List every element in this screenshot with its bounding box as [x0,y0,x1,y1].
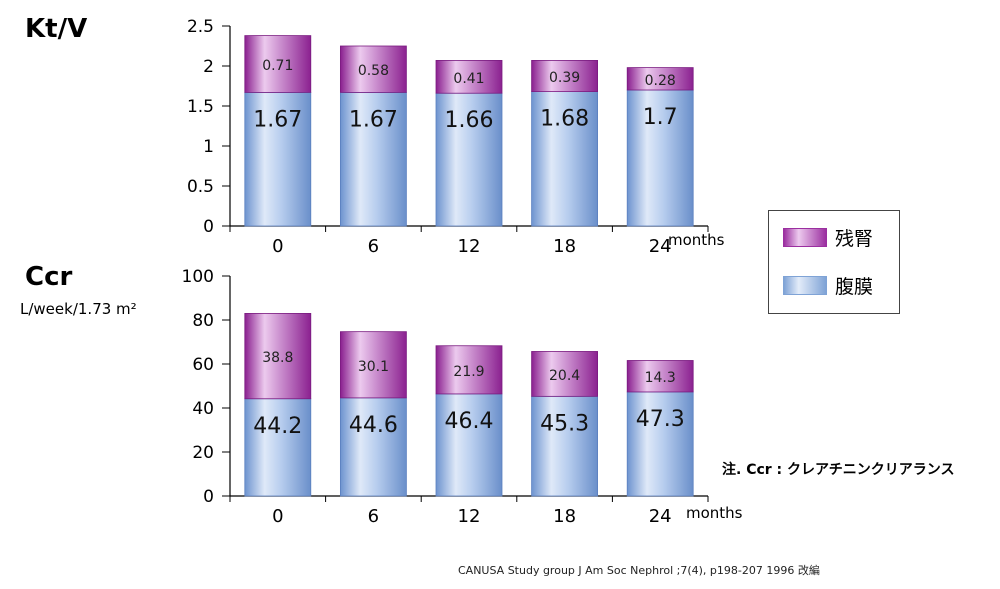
bar-residual-value-label: 0.41 [453,71,484,87]
bar-peritoneal-value-label: 1.67 [349,107,398,132]
note-text: 注. Ccr : クレアチニンクリアランス [722,462,955,478]
x-tick-label: 24 [649,236,672,257]
x-unit-label: months [686,504,743,522]
x-tick-label: 12 [458,236,481,257]
bar-peritoneal [626,391,694,497]
bar-residual [339,45,407,93]
y-tick-label: 20 [192,443,214,463]
bar-peritoneal [435,92,503,227]
bar-residual-value-label: 0.58 [358,63,389,79]
bar-peritoneal-value-label: 1.66 [445,108,494,133]
bar-residual [531,60,598,93]
bar-peritoneal [531,91,598,227]
bar-peritoneal [435,393,503,497]
x-tick-label: 0 [272,236,283,257]
x-tick-label: 6 [368,506,379,527]
ccr-unit-label: L/week/1.73 m² [20,300,137,318]
bar-peritoneal [339,92,407,227]
x-tick-label: 6 [368,236,379,257]
bar-residual [531,351,598,397]
x-tick-label: 18 [553,236,576,257]
bar-residual [626,67,694,91]
chart-0-marks: 0 0.5 1 1.5 2 2.5 1.67 0.71 0 1.67 0.58 6 1.66 0.41 12… [187,17,725,257]
x-unit-label: months [668,231,725,249]
source-citation: CANUSA Study group J Am Soc Nephrol ;7(4… [458,564,820,577]
bar-peritoneal-value-label: 44.6 [349,413,398,438]
bar-residual-value-label: 20.4 [549,368,580,384]
chart-1-marks: 0 20 40 60 80 100 44.2 38.8 0 44.6 30.1 6 46.4 21.9 12… [182,267,743,527]
bar-peritoneal-value-label: 46.4 [445,409,494,434]
bar-residual [244,313,312,400]
bar-peritoneal-value-label: 44.2 [253,414,302,439]
bar-residual [339,331,407,399]
bar-residual [435,60,503,94]
bar-peritoneal-value-label: 1.7 [643,105,678,130]
bar-residual [244,35,312,93]
x-tick-label: 12 [458,506,481,527]
legend: 残腎 腹膜 [768,210,900,314]
y-tick-label: 1 [203,137,214,157]
y-tick-label: 0.5 [187,177,214,197]
x-tick-label: 0 [272,506,283,527]
ktv-chart: 0 0.5 1 1.5 2 2.5 1.67 0.71 0 1.67 0.58 6 1.66 0.41 12… [187,17,725,257]
legend-label-peritoneal: 腹膜 [835,276,874,298]
bar-residual-value-label: 0.28 [645,73,676,89]
bar-residual-value-label: 38.8 [262,350,293,366]
bar-residual-value-label: 14.3 [645,370,676,386]
bar-peritoneal-value-label: 45.3 [540,411,589,436]
bar-peritoneal [244,92,312,227]
y-tick-label: 2 [203,57,214,77]
bar-peritoneal [244,398,312,497]
bar-peritoneal [531,395,598,497]
bar-residual-value-label: 0.39 [549,70,580,86]
y-tick-label: 0 [203,217,214,237]
y-tick-label: 80 [192,311,214,331]
y-tick-label: 0 [203,487,214,507]
bar-peritoneal-value-label: 1.67 [253,107,302,132]
ccr-chart-title: Ccr [25,262,73,292]
legend-swatch-peritoneal [783,276,827,295]
legend-swatch-residual [783,228,827,247]
x-tick-label: 24 [649,506,672,527]
bar-residual-value-label: 30.1 [358,359,389,375]
bar-peritoneal-value-label: 1.68 [540,107,589,132]
legend-label-residual: 残腎 [835,228,874,250]
x-tick-label: 18 [553,506,576,527]
ktv-chart-title: Kt/V [25,14,88,44]
ccr-chart: 0 20 40 60 80 100 44.2 38.8 0 44.6 30.1 6 46.4 21.9 12… [182,267,743,527]
y-tick-label: 40 [192,399,214,419]
bar-residual [435,345,503,395]
bar-residual-value-label: 0.71 [262,58,293,74]
bar-residual [626,360,694,393]
y-tick-label: 1.5 [187,97,214,117]
bar-residual-value-label: 21.9 [453,364,484,380]
bar-peritoneal-value-label: 47.3 [636,407,685,432]
y-tick-label: 2.5 [187,17,214,37]
y-tick-label: 60 [192,355,214,375]
y-tick-label: 100 [182,267,214,287]
